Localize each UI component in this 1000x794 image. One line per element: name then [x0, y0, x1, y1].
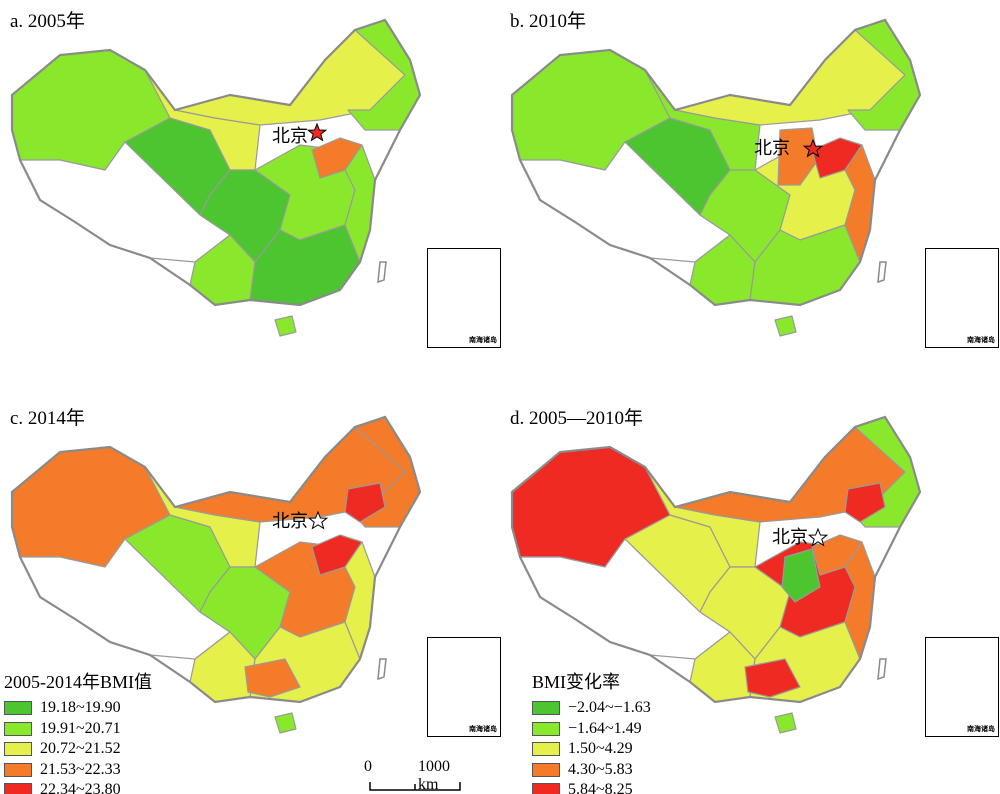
china-map-2010	[510, 18, 922, 337]
star-icon	[802, 138, 824, 158]
legend-label: 22.34~23.80	[40, 781, 121, 794]
region-shanxi	[781, 548, 821, 603]
panel-b: b. 2010年 北京 南海诸岛	[500, 0, 1000, 397]
capital-label: 北京	[272, 126, 308, 147]
legend-item: 4.30~5.83	[532, 760, 651, 781]
region-liaoning	[344, 482, 386, 523]
national-border	[510, 415, 922, 704]
south-china-sea-inset: 南海诸岛	[427, 248, 501, 348]
china-map-2005	[10, 18, 422, 337]
capital-label: 北京	[754, 138, 790, 159]
capital-label: 北京	[272, 511, 308, 532]
star-icon	[807, 527, 829, 547]
taiwan	[377, 658, 387, 681]
star-icon	[307, 510, 329, 530]
region-hebei	[777, 127, 819, 186]
scale-line	[369, 782, 461, 791]
inset-label: 南海诸岛	[967, 725, 995, 733]
legend-title: BMI变化率	[532, 672, 621, 692]
inset-label: 南海诸岛	[967, 336, 995, 344]
legend-swatch	[532, 721, 560, 736]
panel-title: a. 2005年	[10, 11, 85, 32]
legend-item: 20.72~21.52	[4, 739, 152, 760]
legend-title: 2005-2014年BMI值	[4, 672, 152, 692]
legend-item: 21.53~22.33	[4, 760, 152, 781]
china-map-2014	[10, 415, 422, 734]
legend-label: 19.91~20.71	[40, 719, 121, 737]
legend-item: 19.91~20.71	[4, 719, 152, 740]
panel-c: c. 2014年 北京 南海诸岛	[0, 397, 501, 794]
panel-d: d. 2005—2010年 北京 南海诸岛	[500, 397, 1000, 794]
taiwan	[377, 261, 387, 284]
panel-title: c. 2014年	[10, 408, 85, 429]
region-guangxi	[244, 658, 301, 698]
national-border	[10, 415, 422, 704]
legend-swatch	[532, 783, 560, 794]
scale-bar: 0 1000 km	[352, 758, 472, 794]
legend-change: BMI变化率 −2.04~−1.63 −1.64~1.49 1.50~4.29 4.3…	[532, 668, 651, 794]
legend-label: 21.53~22.33	[40, 760, 121, 778]
scale-end-label: 1000 km	[418, 758, 450, 793]
china-map-change	[510, 415, 922, 734]
legend-label: 4.30~5.83	[568, 760, 633, 778]
legend-label: 5.84~8.25	[568, 781, 633, 794]
south-china-sea-inset: 南海诸岛	[427, 637, 501, 737]
region-hainan	[774, 712, 797, 734]
legend-item: 5.84~8.25	[532, 780, 651, 794]
legend-swatch	[4, 701, 32, 716]
legend-swatch	[4, 721, 32, 736]
legend-swatch	[532, 701, 560, 716]
legend-swatch	[4, 783, 32, 794]
south-china-sea-inset: 南海诸岛	[925, 637, 999, 737]
legend-item: −2.04~−1.63	[532, 698, 651, 719]
panel-title: b. 2010年	[510, 11, 587, 32]
legend-item: −1.64~1.49	[532, 719, 651, 740]
region-liaoning	[844, 482, 886, 523]
capital-label: 北京	[772, 527, 808, 548]
legend-item: 1.50~4.29	[532, 739, 651, 760]
scale-zero-label: 0	[364, 758, 372, 775]
region-hainan	[274, 712, 297, 734]
legend-label: 1.50~4.29	[568, 740, 633, 758]
inset-label: 南海诸岛	[469, 336, 497, 344]
legend-label: −2.04~−1.63	[568, 699, 651, 717]
legend-swatch	[4, 742, 32, 757]
panel-a: a. 2005年 北京 南海诸岛	[0, 0, 501, 397]
taiwan	[877, 658, 887, 681]
panel-title: d. 2005—2010年	[510, 408, 644, 429]
region-hainan	[774, 315, 797, 337]
legend-swatch	[532, 762, 560, 777]
star-icon	[306, 122, 328, 142]
south-china-sea-inset: 南海诸岛	[925, 248, 999, 348]
legend-label: 20.72~21.52	[40, 740, 121, 758]
legend-swatch	[4, 762, 32, 777]
legend-item: 22.34~23.80	[4, 780, 152, 794]
legend-item: 19.18~19.90	[4, 698, 152, 719]
national-border	[510, 18, 922, 307]
legend-label: 19.18~19.90	[40, 699, 121, 717]
region-hainan	[274, 315, 297, 337]
national-border	[10, 18, 422, 307]
legend-label: −1.64~1.49	[568, 719, 642, 737]
taiwan	[877, 261, 887, 284]
inset-label: 南海诸岛	[469, 725, 497, 733]
region-guangxi	[744, 658, 801, 698]
legend-bmi: 2005-2014年BMI值 19.18~19.90 19.91~20.71 20.…	[4, 668, 152, 794]
legend-swatch	[532, 742, 560, 757]
